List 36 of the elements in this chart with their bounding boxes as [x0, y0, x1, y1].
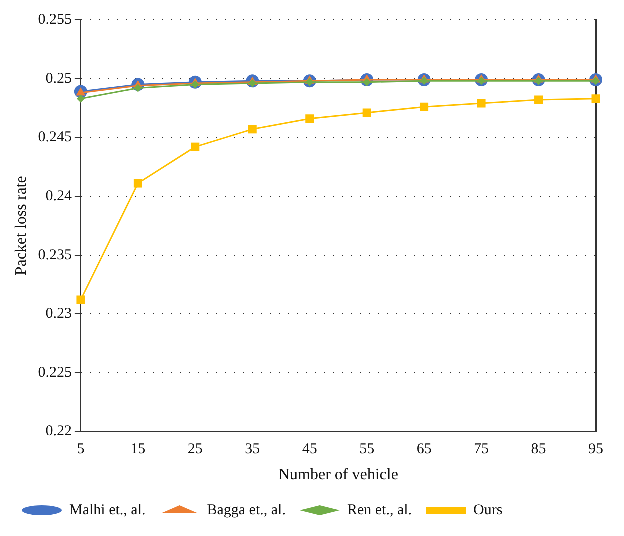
x-tick-label: 45 [302, 442, 318, 458]
y-tick-label: 0.245 [38, 130, 72, 146]
point [76, 87, 86, 96]
x-tick-label: 95 [588, 442, 604, 458]
point [362, 108, 372, 118]
legend-label: Malhi et., al. [70, 502, 146, 518]
y-tick-label: 0.255 [38, 12, 72, 28]
y-axis-title: Packet loss rate [12, 176, 30, 276]
point [191, 142, 200, 152]
x-tick-label: 25 [188, 442, 203, 458]
x-tick-label: 85 [531, 442, 546, 458]
y-tick-label: 0.23 [46, 306, 72, 322]
y-tick-label: 0.22 [46, 424, 72, 440]
point [534, 96, 544, 104]
x-tick-label: 5 [77, 442, 85, 458]
point [592, 94, 600, 104]
point [134, 179, 142, 188]
x-tick-label: 65 [416, 442, 432, 458]
point [76, 94, 85, 103]
x-tick-label: 55 [360, 442, 375, 458]
point [477, 99, 486, 108]
legend-label: Ours [474, 502, 503, 518]
legend-label: Ren et., al. [347, 502, 412, 518]
y-tick-label: 0.235 [38, 247, 72, 264]
y-tick-label: 0.225 [38, 364, 72, 381]
x-tick-label: 35 [245, 442, 260, 458]
y-tick-label: 0.24 [46, 188, 72, 204]
x-tick-label: 15 [130, 442, 146, 458]
point [76, 296, 86, 304]
y-tick-label: 0.25 [46, 70, 72, 87]
legend-label: Bagga et., al. [207, 502, 286, 518]
point [306, 114, 314, 124]
x-tick-label: 75 [474, 442, 490, 458]
x-axis-title: Number of vehicle [278, 466, 398, 484]
point [420, 102, 429, 112]
point [248, 125, 257, 134]
